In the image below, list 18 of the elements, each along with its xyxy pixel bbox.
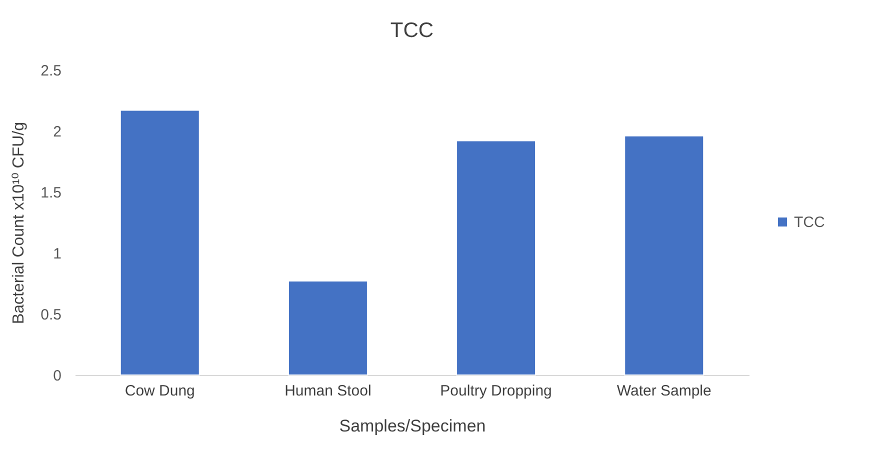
y-tick-label: 1.5 bbox=[40, 184, 62, 202]
x-tick-label: Water Sample bbox=[616, 382, 712, 400]
legend-label: TCC bbox=[794, 214, 825, 231]
y-tick-label: 2 bbox=[53, 124, 62, 140]
x-tick-label: Cow Dung bbox=[124, 382, 195, 400]
y-tick-label: 0 bbox=[53, 368, 62, 384]
y-tick-label: 1 bbox=[53, 246, 62, 262]
x-tick-label: Human Stool bbox=[284, 382, 372, 400]
x-axis-title: Samples/Specimen bbox=[339, 416, 486, 436]
x-tick-label: Poultry Dropping bbox=[440, 382, 552, 400]
y-tick-label: 0.5 bbox=[40, 306, 62, 324]
y-tick-label: 2.5 bbox=[40, 62, 62, 80]
bar bbox=[288, 280, 368, 376]
bar bbox=[624, 135, 704, 376]
bar bbox=[456, 140, 536, 376]
chart-title: TCC bbox=[390, 19, 434, 42]
y-axis-title: Bacterial Count x10¹⁰ CFU/g bbox=[10, 122, 28, 324]
bar bbox=[120, 110, 200, 376]
